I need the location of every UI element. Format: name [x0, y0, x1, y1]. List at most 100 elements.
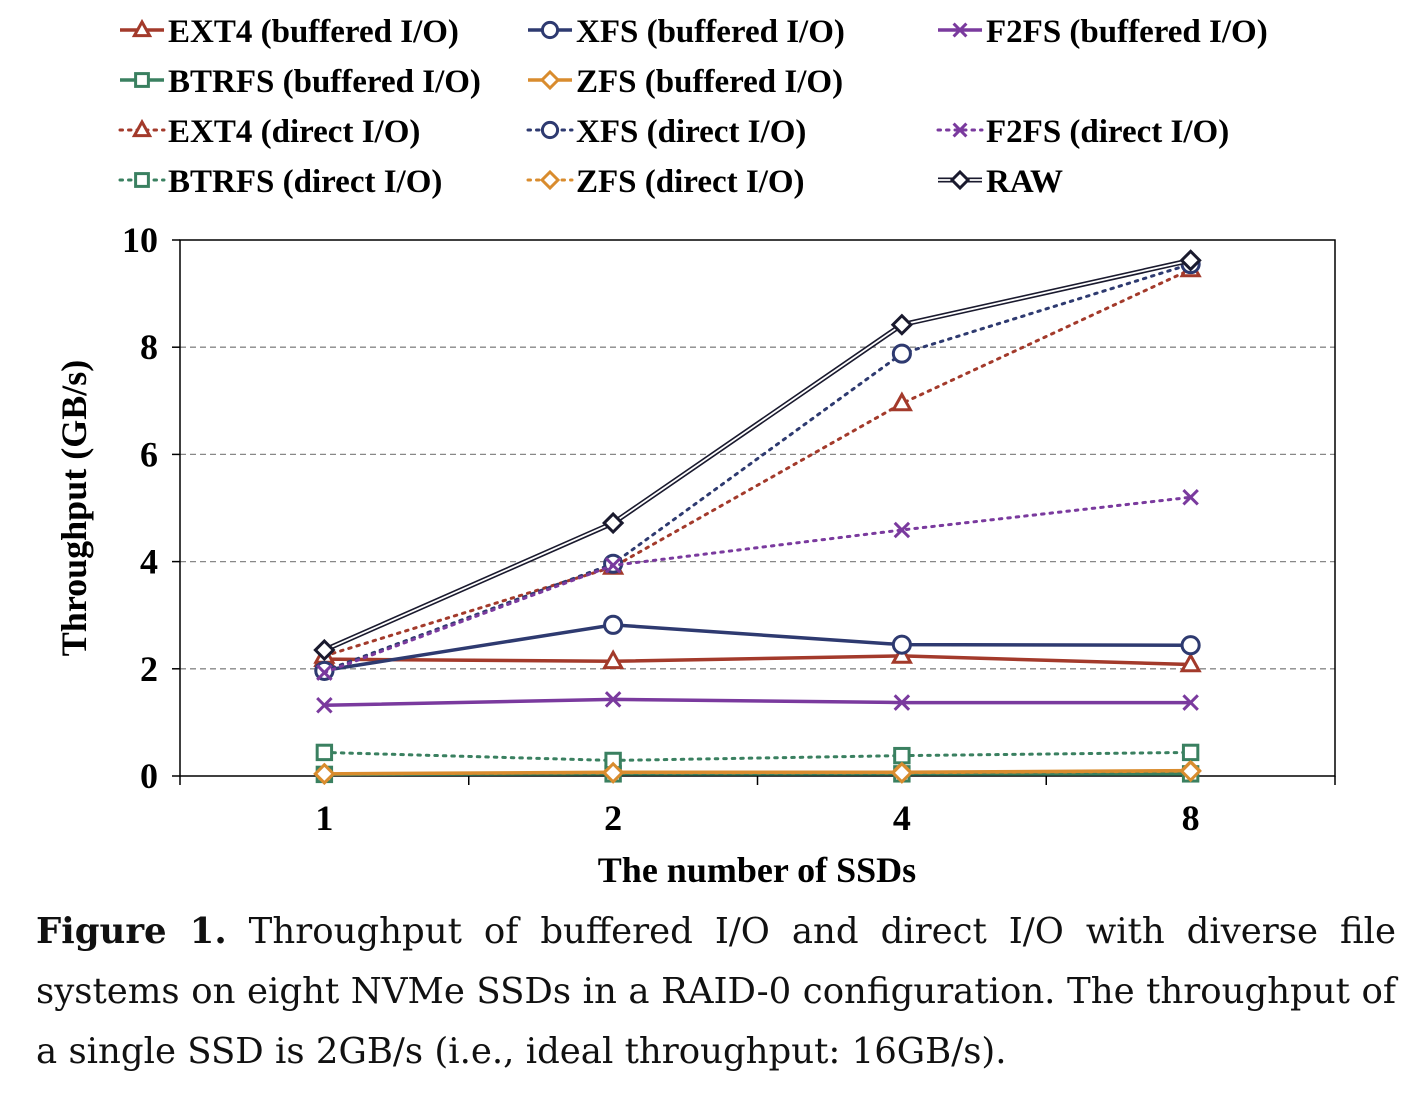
marker-x: [952, 22, 968, 38]
legend: EXT4 (buffered I/O) XFS (buffered I/O) F2F…: [118, 14, 1268, 200]
x-tick-label: 2: [604, 798, 622, 838]
marker-diamond: [539, 69, 561, 91]
legend-item: F2FS (buffered I/O): [938, 14, 1268, 50]
marker-x: [316, 696, 333, 714]
legend-item: XFS (buffered I/O): [528, 14, 845, 50]
marker-circle: [603, 614, 624, 635]
series-7: [314, 254, 1201, 681]
marker-diamond: [313, 762, 336, 785]
marker-x-stroke: [893, 521, 911, 539]
marker-square: [134, 72, 150, 88]
marker-x-stroke: [316, 664, 333, 681]
marker-circle: [1180, 635, 1201, 656]
marker-x-stroke: [604, 557, 622, 574]
gridlines: [180, 346, 1335, 670]
legend-label: XFS (direct I/O): [576, 114, 806, 150]
y-tick-label: 4: [140, 542, 158, 582]
marker-triangle: [131, 18, 153, 38]
series-layer: [313, 249, 1202, 785]
series-line: [324, 623, 1191, 673]
legend-label: ZFS (buffered I/O): [576, 64, 843, 100]
legend-label: BTRFS (buffered I/O): [168, 64, 481, 100]
marker-diamond: [539, 169, 561, 191]
series-11: [313, 249, 1202, 662]
marker-x: [952, 122, 968, 138]
y-tick-label: 6: [140, 434, 158, 474]
legend-item: BTRFS (direct I/O): [118, 164, 442, 200]
y-tick-label: 8: [140, 327, 158, 367]
legend-label: RAW: [986, 164, 1063, 200]
legend-label: F2FS (direct I/O): [986, 114, 1229, 150]
marker-square: [1181, 743, 1200, 762]
legend-item: F2FS (direct I/O): [936, 114, 1229, 150]
marker-diamond: [1179, 760, 1202, 783]
marker-square: [315, 743, 334, 762]
series-line: [322, 267, 1193, 658]
marker-x-stroke: [1182, 694, 1199, 711]
series-2: [314, 614, 1201, 681]
series-6: [313, 257, 1202, 664]
marker-x-stroke: [952, 22, 968, 38]
chart: EXT4 (buffered I/O) XFS (buffered I/O) F2F…: [54, 14, 1336, 890]
marker-diamond: [313, 638, 336, 662]
marker-diamond: [602, 511, 625, 535]
marker-diamond: [602, 761, 625, 784]
marker-circle: [891, 634, 912, 655]
series-9: [315, 743, 1200, 770]
marker-diamond: [890, 313, 913, 336]
marker-square: [134, 172, 150, 188]
y-axis-label: Throughput (GB/s): [54, 360, 94, 656]
marker-x-stroke: [893, 694, 911, 711]
series-line: [324, 697, 1191, 707]
series-line-inner: [324, 259, 1191, 651]
marker-triangle: [890, 391, 913, 412]
series-line: [322, 262, 1193, 673]
marker-x: [893, 694, 911, 711]
legend-label: ZFS (direct I/O): [576, 164, 805, 200]
legend-label: XFS (buffered I/O): [576, 14, 845, 50]
y-axis-ticks: 0 2 4 6 8 10: [122, 220, 180, 796]
marker-x-stroke: [604, 691, 622, 708]
legend-item: ZFS (buffered I/O): [528, 64, 843, 100]
series-line: [322, 769, 1193, 776]
legend-item: EXT4 (direct I/O): [118, 114, 420, 150]
marker-square: [893, 746, 911, 765]
x-tick-label: 4: [893, 798, 911, 838]
legend-item: ZFS (direct I/O): [526, 164, 805, 200]
legend-label: EXT4 (buffered I/O): [168, 14, 459, 50]
marker-triangle: [1179, 652, 1202, 673]
marker-x: [604, 691, 622, 708]
legend-item: RAW: [938, 164, 1063, 200]
marker-diamond: [949, 169, 971, 191]
marker-diamond: [890, 761, 913, 784]
series-line-outer: [323, 257, 1192, 653]
legend-label: BTRFS (direct I/O): [168, 164, 442, 200]
series-line: [324, 654, 1191, 667]
series-line: [322, 495, 1193, 675]
figure-label: Figure 1.: [36, 911, 227, 952]
legend-item: BTRFS (buffered I/O): [120, 64, 481, 100]
series-line: [322, 750, 1193, 762]
marker-x: [893, 521, 911, 539]
series-3: [316, 691, 1199, 714]
y-tick-label: 0: [140, 756, 158, 796]
marker-circle: [891, 343, 912, 364]
marker-x: [316, 664, 333, 681]
series-10: [313, 760, 1202, 785]
marker-triangle: [131, 118, 153, 138]
series-8: [316, 489, 1199, 681]
x-axis-ticks: 1 2 4 8: [179, 776, 1336, 838]
legend-label: EXT4 (direct I/O): [168, 114, 420, 150]
y-tick-label: 10: [122, 220, 158, 260]
marker-triangle: [602, 649, 625, 670]
legend-item: XFS (direct I/O): [526, 114, 806, 150]
marker-x: [1182, 694, 1199, 711]
x-tick-label: 8: [1182, 798, 1200, 838]
caption-text: Throughput of buffered I/O and direct I/…: [36, 911, 1397, 1072]
x-axis-label: The number of SSDs: [598, 850, 916, 890]
marker-diamond: [1179, 249, 1202, 272]
marker-x-stroke: [316, 696, 333, 714]
legend-label: F2FS (buffered I/O): [986, 14, 1268, 50]
marker-x: [1182, 489, 1199, 506]
y-tick-label: 2: [140, 649, 158, 689]
